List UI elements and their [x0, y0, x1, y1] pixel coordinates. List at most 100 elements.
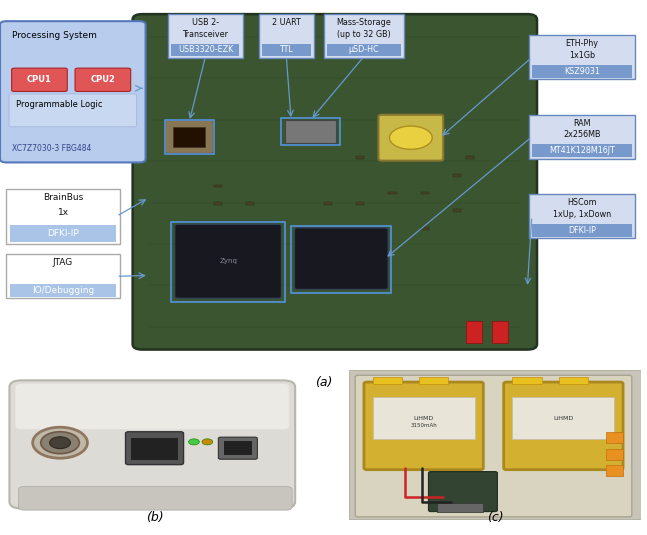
Text: CPU1: CPU1	[27, 75, 52, 85]
Bar	[214, 185, 222, 187]
Circle shape	[41, 432, 80, 454]
Bar	[327, 43, 401, 57]
Text: 2x256MB: 2x256MB	[564, 131, 600, 140]
Bar	[324, 202, 332, 205]
Text: (up to 32 GB): (up to 32 GB)	[337, 30, 391, 39]
Bar	[512, 397, 615, 439]
FancyBboxPatch shape	[364, 382, 483, 470]
Bar	[466, 322, 482, 342]
Bar	[437, 502, 483, 512]
Bar	[606, 449, 623, 460]
Text: Mass-Storage: Mass-Storage	[336, 18, 391, 27]
Bar	[466, 156, 474, 159]
Circle shape	[32, 427, 87, 458]
Bar	[165, 120, 214, 154]
Text: JTAG: JTAG	[53, 258, 73, 267]
FancyBboxPatch shape	[378, 114, 443, 160]
Bar	[224, 441, 252, 455]
Bar	[349, 370, 641, 518]
Bar	[214, 202, 222, 205]
Bar	[246, 202, 254, 205]
Text: 1xUp, 1xDown: 1xUp, 1xDown	[553, 210, 611, 219]
FancyBboxPatch shape	[294, 228, 388, 289]
Text: LiHMD: LiHMD	[553, 416, 573, 421]
Bar	[419, 377, 448, 384]
Text: HSCom: HSCom	[567, 198, 597, 207]
FancyBboxPatch shape	[355, 376, 631, 517]
Bar	[171, 43, 239, 57]
Text: RAM: RAM	[573, 119, 591, 128]
Circle shape	[50, 437, 71, 449]
Bar	[10, 225, 116, 242]
Bar	[10, 284, 116, 296]
Bar	[388, 192, 397, 194]
Text: CPU2: CPU2	[91, 75, 115, 85]
Text: (a): (a)	[315, 376, 332, 389]
Text: Transceiver: Transceiver	[182, 30, 228, 39]
Text: (b): (b)	[146, 510, 164, 524]
Bar	[281, 118, 340, 145]
FancyBboxPatch shape	[503, 382, 623, 470]
Text: ETH-Phy: ETH-Phy	[565, 39, 598, 48]
Text: (c): (c)	[487, 510, 503, 524]
Bar	[453, 209, 461, 212]
Bar	[606, 432, 623, 443]
Text: MT41K128M16JT: MT41K128M16JT	[549, 146, 615, 155]
Bar	[532, 65, 632, 78]
FancyBboxPatch shape	[9, 94, 137, 127]
Bar	[492, 322, 508, 342]
Text: USB3320-EZK: USB3320-EZK	[178, 45, 233, 55]
FancyBboxPatch shape	[529, 35, 635, 79]
Bar	[453, 174, 461, 177]
Bar	[356, 156, 364, 159]
Bar	[131, 438, 177, 460]
FancyBboxPatch shape	[12, 68, 67, 91]
FancyBboxPatch shape	[6, 254, 120, 299]
Bar	[291, 226, 391, 293]
Text: IO/Debugging: IO/Debugging	[32, 286, 94, 295]
FancyBboxPatch shape	[324, 14, 404, 58]
FancyBboxPatch shape	[168, 14, 243, 58]
FancyBboxPatch shape	[10, 380, 295, 508]
Bar	[356, 202, 364, 205]
Text: 1x: 1x	[58, 208, 69, 217]
FancyBboxPatch shape	[529, 194, 635, 238]
Text: Zynq: Zynq	[219, 258, 237, 264]
FancyBboxPatch shape	[6, 189, 120, 243]
Text: KSZ9031: KSZ9031	[564, 67, 600, 75]
Bar	[559, 377, 588, 384]
Bar	[373, 377, 402, 384]
FancyBboxPatch shape	[259, 14, 314, 58]
Text: 2 UART: 2 UART	[272, 18, 301, 27]
Text: USB 2-: USB 2-	[192, 18, 219, 27]
Text: DFKI-IP: DFKI-IP	[568, 226, 596, 234]
FancyBboxPatch shape	[165, 120, 214, 154]
Text: 1x1Gb: 1x1Gb	[569, 51, 595, 60]
Text: Programmable Logic: Programmable Logic	[16, 100, 102, 109]
Bar	[532, 144, 632, 157]
FancyBboxPatch shape	[133, 14, 537, 349]
Text: 3150mAh: 3150mAh	[410, 423, 437, 429]
FancyBboxPatch shape	[75, 68, 131, 91]
Circle shape	[202, 439, 213, 445]
Text: μSD-HC: μSD-HC	[349, 45, 379, 55]
Bar	[606, 465, 623, 476]
FancyBboxPatch shape	[0, 21, 146, 163]
Bar	[373, 397, 474, 439]
FancyBboxPatch shape	[175, 224, 281, 299]
Text: LiHMD: LiHMD	[413, 416, 433, 421]
Text: XC7Z7030-3 FBG484: XC7Z7030-3 FBG484	[12, 143, 91, 152]
FancyBboxPatch shape	[529, 114, 635, 159]
Bar	[262, 43, 311, 57]
Text: Processing System: Processing System	[12, 31, 96, 40]
Text: DFKI-IP: DFKI-IP	[47, 229, 79, 238]
Bar	[285, 120, 336, 143]
Circle shape	[389, 126, 432, 149]
Text: TTL: TTL	[280, 45, 293, 55]
Bar	[173, 127, 205, 147]
FancyBboxPatch shape	[219, 437, 258, 459]
Bar	[421, 227, 429, 230]
Bar	[532, 224, 632, 236]
Circle shape	[189, 439, 199, 445]
Bar	[171, 223, 285, 302]
